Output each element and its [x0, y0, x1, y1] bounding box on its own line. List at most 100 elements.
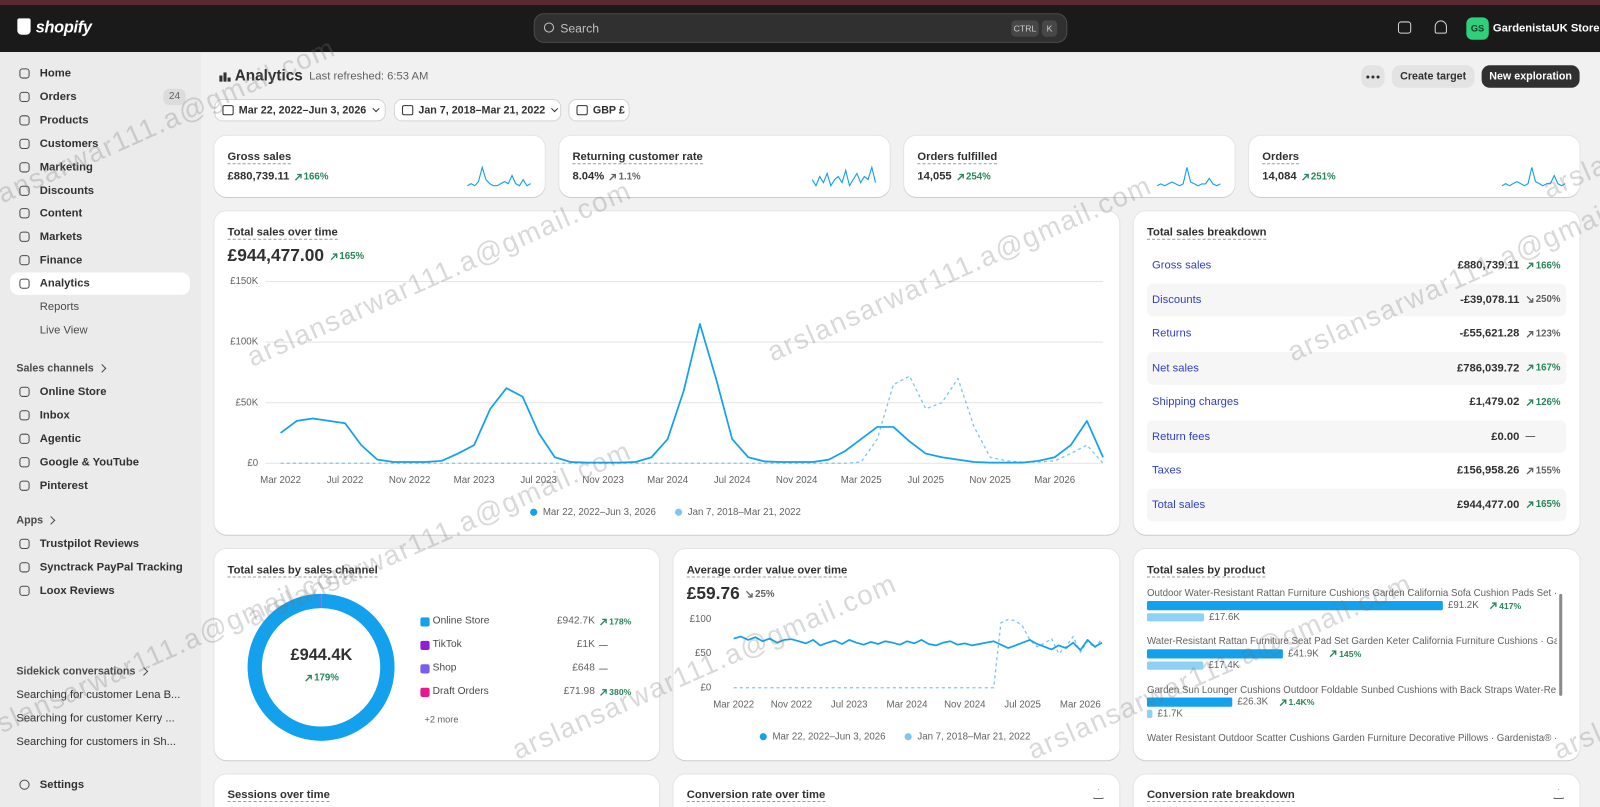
search-bar[interactable] [533, 13, 1068, 43]
change: 25% [745, 588, 775, 599]
bell-icon[interactable] [1434, 20, 1447, 34]
metric-value: £880,739.11 [227, 170, 290, 183]
nav-item[interactable]: Orders [39, 90, 77, 103]
section-title[interactable]: Sidekick conversations [16, 665, 136, 678]
breakdown-label[interactable]: Total sales [1152, 498, 1206, 511]
nav-item[interactable]: Discounts [39, 184, 95, 197]
dot [1376, 74, 1380, 79]
breakdown-label[interactable]: Return fees [1152, 430, 1211, 443]
legend-swatch [420, 640, 430, 650]
filter-icon [222, 105, 234, 116]
change: 417% [1489, 599, 1521, 612]
trend-icon [304, 674, 312, 682]
analytics-icon [219, 75, 223, 82]
trend-arrow [600, 618, 607, 625]
nav-icon [19, 480, 30, 491]
sidebar-item[interactable]: Agentic [39, 432, 81, 445]
nav-subitem[interactable]: Live View [39, 324, 88, 337]
sidebar-item[interactable]: Searching for customers in Sh... [16, 735, 177, 748]
nav-item[interactable]: Content [39, 207, 83, 220]
legend-label: Online Store [432, 615, 490, 627]
change-value: 126% [1535, 396, 1561, 408]
nav-item[interactable]: Marketing [39, 160, 93, 174]
change: 155% [1526, 463, 1561, 477]
sidebar-item[interactable]: Online Store [39, 385, 107, 398]
breakdown-label[interactable]: Gross sales [1152, 259, 1212, 272]
section-title[interactable]: Apps [16, 514, 44, 527]
nav-icon [19, 231, 30, 243]
sidebar-item[interactable]: Searching for customer Lena B... [16, 688, 181, 702]
filter-button[interactable]: Jan 7, 2018–Mar 21, 2022 [393, 98, 562, 122]
nav-item[interactable]: Markets [39, 230, 83, 244]
action-button[interactable]: Create target [1391, 65, 1475, 88]
change: 250% [1526, 292, 1561, 306]
breakdown-value: £0.00 [1491, 430, 1520, 443]
sidebar-item[interactable]: Inbox [39, 409, 70, 422]
change-value: 251% [1310, 170, 1336, 183]
metric-row: 8.04% 1.1% [572, 170, 640, 182]
change: 166% [293, 171, 328, 182]
card-title: Total sales over time [227, 226, 338, 240]
last-refreshed: Last refreshed: 6:53 AM [309, 70, 429, 83]
more-button[interactable] [1361, 65, 1385, 88]
legend-label: TikTok [432, 638, 462, 650]
more-link[interactable]: +2 more [424, 714, 459, 725]
nav-item[interactable]: Products [39, 114, 89, 127]
trend-arrow [1526, 501, 1534, 509]
card [214, 135, 545, 197]
sidebar-item[interactable]: Pinterest [39, 479, 88, 492]
avatar[interactable]: GS [1466, 17, 1489, 40]
breakdown-value: -£55,621.28 [1459, 327, 1520, 340]
trend-icon [1526, 295, 1534, 303]
nav-subitem[interactable]: Reports [39, 301, 80, 314]
nav-icon [19, 278, 30, 289]
product-name: Water-Resistant Rattan Furniture Seat Pa… [1146, 636, 1558, 648]
sidebar-item[interactable]: Google & YouTube [39, 456, 139, 469]
breakdown-label[interactable]: Taxes [1152, 464, 1182, 477]
page-title: Analytics [234, 67, 303, 85]
sidebar-item[interactable]: Synctrack PayPal Tracking [39, 561, 183, 574]
chart-headline: £944,477.00 165% [228, 246, 365, 266]
trend-arrow [745, 590, 753, 598]
action-button[interactable]: New exploration [1481, 65, 1580, 88]
button-label: Create target [1400, 70, 1467, 83]
sidebar-item[interactable]: Searching for customer Kerry ... [16, 712, 175, 725]
section-title[interactable]: Sales channels [16, 362, 94, 375]
nav-badge: 24 [163, 88, 186, 105]
nav-item[interactable]: Analytics [39, 277, 90, 290]
store-icon[interactable] [1397, 21, 1412, 34]
breakdown-label[interactable]: Discounts [1152, 293, 1202, 306]
legend-value: £71.98 [563, 685, 595, 697]
card-title: Conversion rate over time [686, 788, 826, 803]
card-title: Average order value over time [686, 564, 848, 578]
card-title: Orders [1262, 151, 1300, 165]
change: 166% [1526, 258, 1561, 272]
settings[interactable]: Settings [39, 778, 85, 791]
change: 380% [599, 685, 631, 699]
sidebar-item[interactable]: Trustpilot Reviews [39, 537, 139, 550]
sidebar-item[interactable]: Loox Reviews [39, 584, 115, 597]
breakdown-label[interactable]: Net sales [1152, 361, 1199, 374]
nav-icon [19, 255, 30, 266]
breakdown-label[interactable]: Shipping charges [1152, 395, 1239, 409]
nav-icon [19, 161, 30, 173]
filter-button[interactable]: Mar 22, 2022–Jun 3, 2026 [214, 98, 386, 122]
filter-button[interactable]: GBP £ [568, 98, 630, 122]
nav-icon [19, 538, 30, 549]
trend-icon [1526, 262, 1534, 269]
nav-item[interactable]: Home [39, 67, 71, 80]
metric-row: 14,084 251% [1262, 170, 1335, 182]
nav-icon [19, 562, 30, 573]
breakdown-value: -£39,078.11 [1460, 293, 1520, 306]
store-name[interactable]: GardenistaUK Store [1492, 22, 1600, 35]
nav-item[interactable]: Finance [39, 254, 83, 267]
filter-icon [402, 105, 414, 116]
dot [1371, 74, 1375, 79]
change-value: 417% [1499, 600, 1522, 611]
dot [1366, 74, 1370, 79]
nav-item[interactable]: Customers [39, 137, 99, 150]
breakdown-label[interactable]: Returns [1152, 327, 1192, 340]
change-value: 1.4K% [1288, 697, 1315, 708]
change: 1.4K% [1278, 696, 1315, 709]
